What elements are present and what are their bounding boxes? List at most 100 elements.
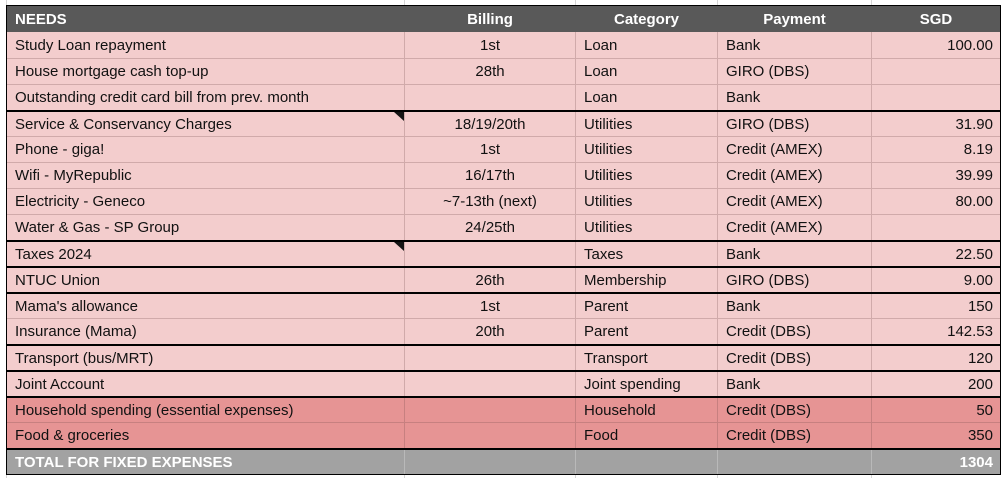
cell-payment[interactable]: Credit (AMEX) xyxy=(717,189,871,214)
cell-category[interactable]: Utilities xyxy=(575,163,717,188)
cell-billing[interactable]: ~7-13th (next) xyxy=(404,189,575,214)
cell-category[interactable]: Parent xyxy=(575,294,717,318)
cell-payment[interactable]: Credit (DBS) xyxy=(717,346,871,370)
cell-billing[interactable]: 28th xyxy=(404,59,575,84)
gridline-fragment xyxy=(404,473,405,478)
cell-sgd[interactable]: 200 xyxy=(871,372,1000,396)
cell-payment[interactable]: Bank xyxy=(717,85,871,110)
cell-billing[interactable]: 18/19/20th xyxy=(404,112,575,136)
cell-sgd[interactable]: 39.99 xyxy=(871,163,1000,188)
header-category[interactable]: Category xyxy=(613,10,680,28)
cell-payment[interactable]: Credit (DBS) xyxy=(717,423,871,448)
cell-category[interactable]: Loan xyxy=(575,32,717,58)
cell-payment[interactable]: GIRO (DBS) xyxy=(717,268,871,292)
cell-billing[interactable]: 16/17th xyxy=(404,163,575,188)
cell-billing[interactable] xyxy=(404,398,575,422)
cell-category[interactable]: Transport xyxy=(575,346,717,370)
cell-sgd[interactable]: 50 xyxy=(871,398,1000,422)
cell-needs[interactable]: Outstanding credit card bill from prev. … xyxy=(7,85,404,110)
cell-payment[interactable]: Credit (AMEX) xyxy=(717,215,871,240)
cell-billing[interactable] xyxy=(404,85,575,110)
cell-sgd[interactable] xyxy=(871,59,1000,84)
cell-category[interactable]: Joint spending xyxy=(575,372,717,396)
header-sgd[interactable]: SGD xyxy=(919,10,953,28)
cell-needs[interactable]: House mortgage cash top-up xyxy=(7,59,404,84)
cell-needs[interactable]: Food & groceries xyxy=(7,423,404,448)
cell-category[interactable]: Loan xyxy=(575,59,717,84)
header-needs[interactable]: NEEDS xyxy=(15,10,67,28)
cell-needs-text: Transport (bus/MRT) xyxy=(15,349,154,367)
cell-needs[interactable]: Wifi - MyRepublic xyxy=(7,163,404,188)
cell-billing[interactable] xyxy=(404,242,575,266)
cell-category[interactable]: Utilities xyxy=(575,215,717,240)
cell-sgd[interactable] xyxy=(871,85,1000,110)
cell-billing[interactable]: 24/25th xyxy=(404,215,575,240)
cell-sgd[interactable]: 22.50 xyxy=(871,242,1000,266)
cell-payment[interactable]: Credit (DBS) xyxy=(717,398,871,422)
cell-payment[interactable]: Credit (AMEX) xyxy=(717,137,871,162)
cell-needs-text: Insurance (Mama) xyxy=(15,323,137,340)
cell-payment[interactable]: GIRO (DBS) xyxy=(717,59,871,84)
header-billing[interactable]: Billing xyxy=(467,10,513,28)
table-row: Mama's allowance 1st Parent Bank 150 xyxy=(7,292,1000,318)
cell-payment[interactable]: Bank xyxy=(717,294,871,318)
cell-sgd[interactable]: 120 xyxy=(871,346,1000,370)
cell-billing[interactable] xyxy=(404,423,575,448)
table-row: Food & groceries Food Credit (DBS) 350 xyxy=(7,422,1000,448)
cell-sgd[interactable]: 9.00 xyxy=(871,268,1000,292)
cell-payment[interactable]: Bank xyxy=(717,372,871,396)
cell-category[interactable]: Household xyxy=(575,398,717,422)
cell-needs-text: Service & Conservancy Charges xyxy=(15,115,232,133)
cell-category[interactable]: Loan xyxy=(575,85,717,110)
cell-billing[interactable] xyxy=(404,346,575,370)
total-category-cell[interactable] xyxy=(575,450,717,474)
cell-needs[interactable]: Household spending (essential expenses) xyxy=(7,398,404,422)
cell-payment[interactable]: Bank xyxy=(717,32,871,58)
cell-sgd[interactable]: 142.53 xyxy=(871,319,1000,344)
cell-needs[interactable]: Water & Gas - SP Group xyxy=(7,215,404,240)
cell-sgd[interactable]: 350 xyxy=(871,423,1000,448)
cell-category[interactable]: Food xyxy=(575,423,717,448)
cell-category[interactable]: Utilities xyxy=(575,137,717,162)
cell-billing[interactable]: 1st xyxy=(404,294,575,318)
cell-needs-text: Study Loan repayment xyxy=(15,36,166,54)
cell-billing[interactable]: 20th xyxy=(404,319,575,344)
total-billing-cell[interactable] xyxy=(404,450,575,474)
cell-needs[interactable]: Phone - giga! xyxy=(7,137,404,162)
cell-category[interactable]: Parent xyxy=(575,319,717,344)
cell-billing[interactable]: 1st xyxy=(404,137,575,162)
cell-category[interactable]: Membership xyxy=(575,268,717,292)
table-row: Joint Account Joint spending Bank 200 xyxy=(7,370,1000,396)
cell-billing[interactable]: 1st xyxy=(404,32,575,58)
total-payment-cell[interactable] xyxy=(717,450,871,474)
cell-payment[interactable]: Credit (DBS) xyxy=(717,319,871,344)
cell-needs[interactable]: Joint Account xyxy=(7,372,404,396)
cell-sgd[interactable] xyxy=(871,215,1000,240)
cell-needs[interactable]: Service & Conservancy Charges xyxy=(7,112,404,136)
cell-needs[interactable]: Electricity - Geneco xyxy=(7,189,404,214)
cell-payment[interactable]: GIRO (DBS) xyxy=(717,112,871,136)
cell-needs[interactable]: Study Loan repayment xyxy=(7,32,404,58)
cell-billing[interactable] xyxy=(404,372,575,396)
cell-needs[interactable]: NTUC Union xyxy=(7,268,404,292)
header-payment[interactable]: Payment xyxy=(763,10,826,28)
cell-needs[interactable]: Transport (bus/MRT) xyxy=(7,346,404,370)
cell-needs[interactable]: Taxes 2024 xyxy=(7,242,404,266)
cell-sgd[interactable]: 100.00 xyxy=(871,32,1000,58)
cell-sgd[interactable]: 150 xyxy=(871,294,1000,318)
total-value[interactable]: 1304 xyxy=(871,450,1000,474)
cell-needs[interactable]: Mama's allowance xyxy=(7,294,404,318)
cell-sgd[interactable]: 8.19 xyxy=(871,137,1000,162)
cell-payment[interactable]: Bank xyxy=(717,242,871,266)
cell-billing[interactable]: 26th xyxy=(404,268,575,292)
cell-category[interactable]: Utilities xyxy=(575,112,717,136)
table-row: Study Loan repayment 1st Loan Bank 100.0… xyxy=(7,32,1000,58)
gridline-fragment xyxy=(575,0,576,5)
total-label[interactable]: TOTAL FOR FIXED EXPENSES xyxy=(15,453,233,471)
cell-sgd[interactable]: 80.00 xyxy=(871,189,1000,214)
cell-needs[interactable]: Insurance (Mama) xyxy=(7,319,404,344)
cell-sgd[interactable]: 31.90 xyxy=(871,112,1000,136)
cell-category[interactable]: Taxes xyxy=(575,242,717,266)
cell-category[interactable]: Utilities xyxy=(575,189,717,214)
cell-payment[interactable]: Credit (AMEX) xyxy=(717,163,871,188)
